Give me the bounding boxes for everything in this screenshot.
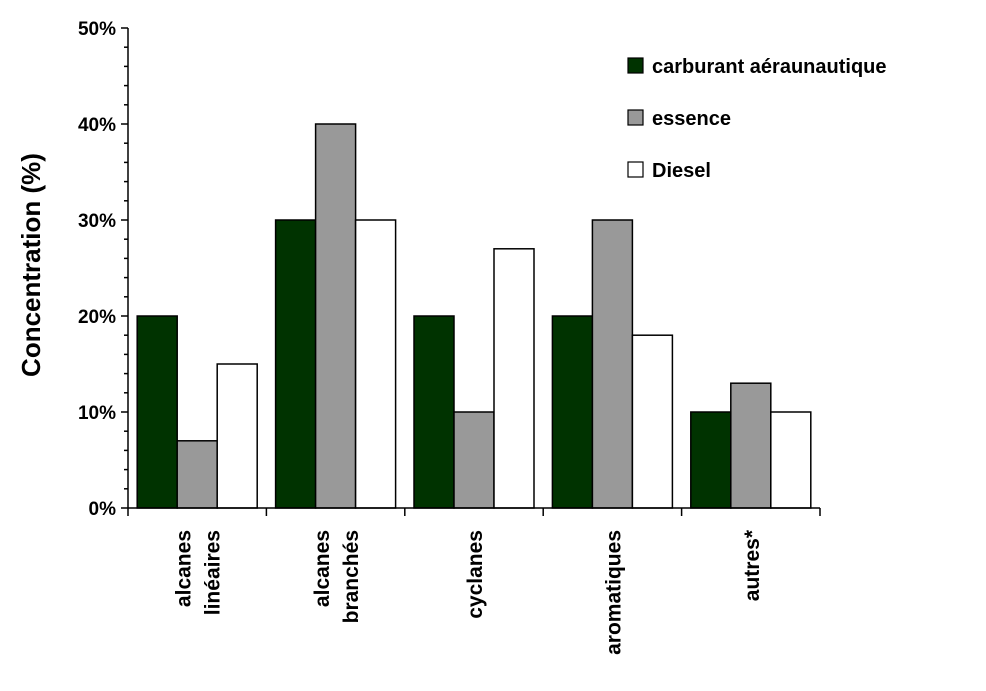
y-tick-label: 40% [78, 115, 116, 136]
bars-group [136, 123, 812, 509]
bar-diesel-0 [216, 363, 258, 509]
x-category-label: branchés [340, 530, 363, 623]
bar-essence-3 [591, 219, 634, 509]
y-tick-labels: 0% 10% 20% 30% 40% 50% [78, 19, 116, 520]
legend-swatch [627, 161, 644, 178]
bar-diesel-2 [493, 248, 535, 509]
x-tick-labels: alcanes linéaires alcanes branchés cyclanes a… [173, 529, 764, 655]
x-category-label: aromatiques [602, 530, 625, 655]
legend-label: Diesel [652, 160, 711, 182]
y-tick-label: 10% [78, 403, 116, 424]
legend-swatch [627, 57, 644, 74]
y-tick-label: 50% [78, 19, 116, 40]
bar-essence-4 [730, 382, 772, 509]
bar-carburant-4 [690, 411, 732, 509]
bar-essence-1 [314, 123, 357, 509]
x-category-label: alcanes [173, 530, 196, 607]
bar-essence-2 [453, 411, 495, 509]
bar-carburant-0 [136, 315, 178, 509]
bar-carburant-1 [274, 219, 317, 509]
legend-swatch [627, 109, 644, 126]
x-category-label: alcanes [311, 530, 334, 607]
bar-essence-0 [176, 440, 218, 509]
x-category-label: cyclanes [464, 530, 487, 619]
y-tick-label: 30% [78, 211, 116, 232]
bar-diesel-4 [770, 411, 812, 509]
bar-carburant-3 [551, 315, 594, 509]
y-tick-label: 20% [78, 307, 116, 328]
bar-carburant-2 [413, 315, 455, 509]
x-category-label: autres* [741, 529, 764, 601]
legend: carburant aéraunautique essence Diesel [627, 56, 887, 182]
bar-diesel-3 [631, 334, 674, 509]
legend-label: essence [652, 108, 731, 130]
y-axis-label: Concentration (%) [16, 153, 46, 377]
legend-label: carburant aéraunautique [652, 56, 887, 78]
y-tick-label: 0% [89, 499, 117, 520]
bar-diesel-1 [354, 219, 397, 509]
x-category-label: linéaires [202, 530, 225, 615]
axes [121, 27, 821, 516]
